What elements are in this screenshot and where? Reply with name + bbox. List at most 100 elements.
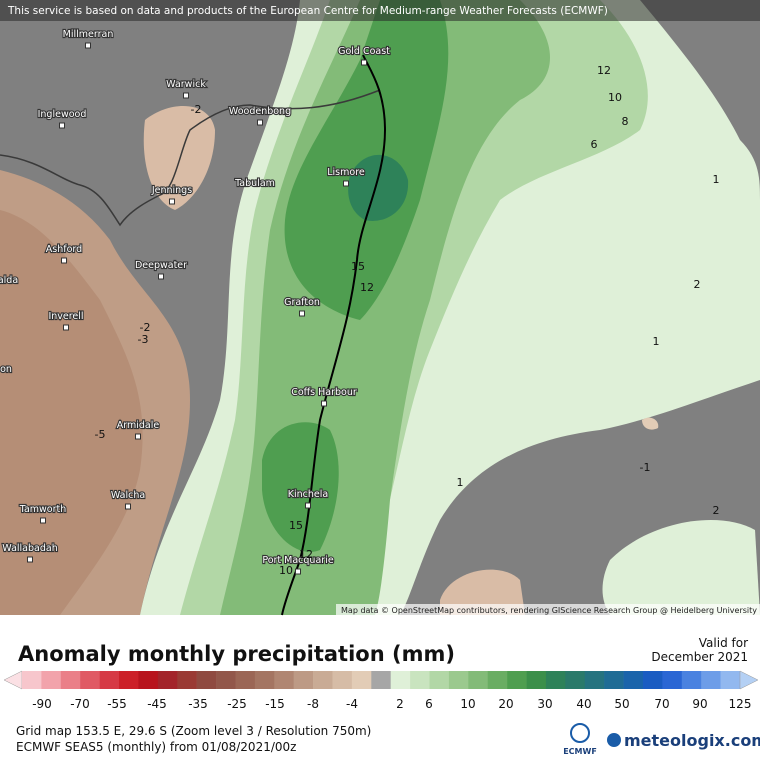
brand-logo	[607, 733, 621, 747]
place-label: Tamworth	[19, 504, 67, 515]
color-cell	[390, 671, 411, 689]
color-cell	[119, 671, 139, 689]
place-dot	[61, 257, 67, 264]
colorbar: -90 -70 -55 -45 -35 -25 -15 -8 -4 2 6 10 20 30 40 50 70 9…	[3, 670, 759, 711]
colorbar-label: -45	[147, 697, 167, 711]
contour-label: 6	[591, 138, 598, 151]
contour-label: 15	[289, 519, 303, 532]
contour-label: 12	[299, 548, 313, 561]
colorbar-label: -15	[265, 697, 285, 711]
attribution-bg	[336, 604, 760, 615]
color-cell	[313, 671, 333, 689]
color-cell	[157, 671, 178, 689]
place-dot	[343, 180, 349, 187]
place-label: Jennings	[151, 185, 192, 196]
color-cell	[720, 671, 741, 689]
color-cell	[604, 671, 624, 689]
colorbar-label: 50	[614, 697, 629, 711]
model-info: ECMWF SEAS5 (monthly) from 01/08/2021/00…	[16, 740, 296, 754]
contour-label: -2	[191, 103, 202, 116]
contour-label: 15	[351, 260, 365, 273]
color-cell	[701, 671, 721, 689]
color-cell	[80, 671, 100, 689]
place-dot	[257, 119, 263, 126]
colorbar-label: 10	[460, 697, 475, 711]
contour-label: 1	[713, 173, 720, 186]
place-label: Kinchela	[288, 489, 328, 500]
place-label: Walcha	[111, 490, 145, 501]
valid-date: December 2021	[651, 650, 748, 664]
place-label: Woodenbong	[229, 106, 291, 117]
colorbar-label: 6	[425, 697, 433, 711]
colorbar-label: 30	[537, 697, 552, 711]
place-label: Warwick	[166, 79, 206, 90]
color-cell	[22, 671, 42, 689]
colorbar-label: -25	[227, 697, 247, 711]
color-cell	[60, 671, 81, 689]
place-label: Ashford	[46, 244, 82, 255]
contour-label: 8	[622, 115, 629, 128]
place-dot	[183, 92, 189, 99]
ecmwf: ECMWF	[563, 747, 597, 756]
place-dot	[59, 122, 65, 129]
contour-label: -5	[95, 428, 106, 441]
place-label: Gold Coast	[338, 46, 390, 57]
color-cell	[216, 671, 236, 689]
color-cell	[177, 671, 197, 689]
colorbar-label: -35	[188, 697, 208, 711]
colorbar-label: -90	[32, 697, 52, 711]
place-label: Millmerran	[63, 29, 114, 40]
color-cell	[254, 671, 275, 689]
color-cell	[487, 671, 508, 689]
color-cell	[429, 671, 450, 689]
colorbar-label: -4	[346, 697, 358, 711]
place-label: Grafton	[284, 297, 320, 308]
place-label: Inverell	[48, 311, 83, 322]
notice-bar	[0, 0, 760, 21]
place-dot	[321, 400, 327, 407]
place-dot	[27, 556, 33, 563]
place-dot	[63, 324, 69, 331]
colorbar-label: -8	[307, 697, 319, 711]
arrow-left	[3, 670, 23, 690]
place-label: Lismore	[327, 167, 365, 178]
colorbar-label: 70	[654, 697, 669, 711]
attribution: Map data © OpenStreetMap contributors, r…	[341, 606, 757, 615]
color-cell	[642, 671, 663, 689]
color-cell	[99, 671, 120, 689]
color-cell	[565, 671, 586, 689]
place-label: on	[0, 364, 12, 375]
color-cell	[41, 671, 62, 689]
map-fields	[0, 0, 760, 615]
color-cell	[332, 671, 353, 689]
place-dot	[40, 517, 46, 524]
boundaries	[0, 54, 387, 616]
place-dot	[299, 310, 305, 317]
colorbar-label: 125	[729, 697, 752, 711]
color-cell	[526, 671, 547, 689]
colorbar-label: -70	[70, 697, 90, 711]
contour-label: 2	[713, 504, 720, 517]
color-cell	[293, 671, 314, 689]
colorbar-label: -55	[107, 697, 127, 711]
contour-label: 12	[597, 64, 611, 77]
arrow-right	[739, 670, 759, 690]
contour-label: 10	[608, 91, 622, 104]
color-cell	[196, 671, 217, 689]
place-dot	[295, 568, 301, 575]
color-cell	[681, 671, 702, 689]
color-cell	[274, 671, 294, 689]
place-label: Port Macquarie	[262, 555, 334, 566]
place-label: Deepwater	[135, 260, 187, 271]
place-label: Inglewood	[38, 109, 87, 120]
contour-label: -1	[640, 461, 651, 474]
place-label: Armidale	[117, 420, 160, 431]
legend-title: Anomaly monthly precipitation (mm)	[18, 642, 455, 666]
place-dot	[169, 198, 175, 205]
color-cell	[235, 671, 256, 689]
notice: This service is based on data and produc…	[7, 5, 608, 17]
place-dot	[158, 273, 164, 280]
contour-label: 12	[360, 281, 374, 294]
colorbar-label: 40	[576, 697, 591, 711]
